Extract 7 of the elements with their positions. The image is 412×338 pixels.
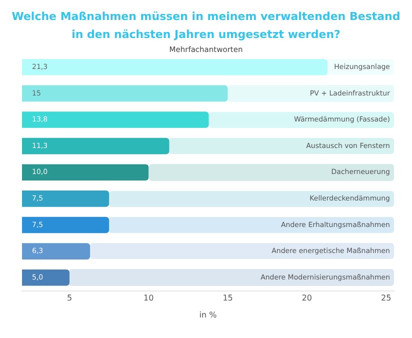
x-tick-label: 15: [222, 294, 233, 303]
x-axis-title: in %: [199, 310, 218, 320]
chart-title: Welche Maßnahmen müssen in meinem verwaltenden Bestand in den nächsten Jahren umgesetzt werden?: [10, 9, 402, 43]
x-tick-label: 20: [302, 294, 312, 303]
x-tick-label: 5: [66, 294, 72, 303]
x-tick-label: 10: [144, 294, 154, 303]
x-tick-label: 25: [380, 294, 392, 303]
